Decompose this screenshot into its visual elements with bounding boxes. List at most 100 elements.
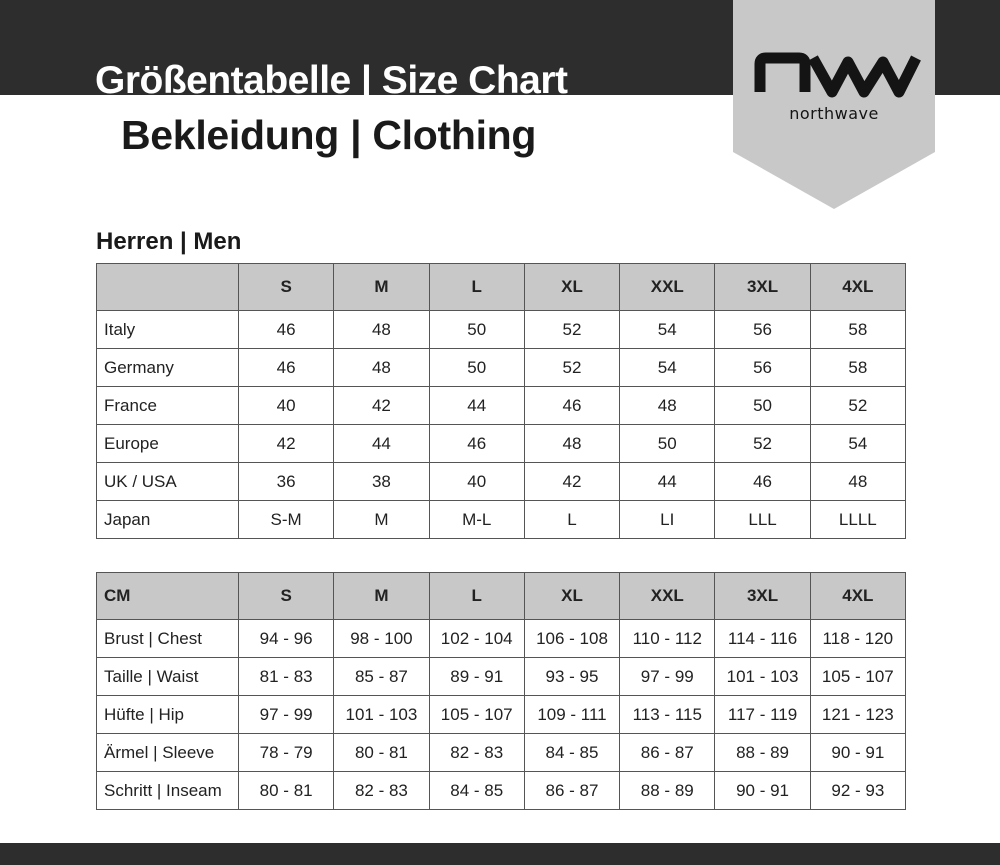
row-label: Germany <box>96 348 239 387</box>
table-row: Italy 46 48 50 52 54 56 58 <box>96 310 907 349</box>
table-cell: 38 <box>333 462 430 501</box>
table-cell: 118 - 120 <box>809 619 907 658</box>
logo-wordmark: northwave <box>789 104 879 123</box>
table-cell: 78 - 79 <box>237 733 335 772</box>
table-cell: 82 - 83 <box>333 771 430 810</box>
table-cell: 48 <box>523 424 621 463</box>
size-header: 3XL <box>714 263 811 311</box>
table-cell: 105 - 107 <box>809 657 907 696</box>
size-header: 4XL <box>809 263 907 311</box>
table-cell: 86 - 87 <box>523 771 621 810</box>
size-header: M <box>333 263 430 311</box>
corner-cell <box>96 263 239 311</box>
table-cell: 85 - 87 <box>333 657 430 696</box>
table-cell: 82 - 83 <box>428 733 525 772</box>
row-label: UK / USA <box>96 462 239 501</box>
table-cell: M-L <box>428 500 525 539</box>
table-cell: 109 - 111 <box>523 695 621 734</box>
table-cell: 36 <box>237 462 335 501</box>
row-label: France <box>96 386 239 425</box>
table-cell: 105 - 107 <box>428 695 525 734</box>
table-cell: 90 - 91 <box>809 733 907 772</box>
table-cell: S-M <box>237 500 335 539</box>
table-cell: 102 - 104 <box>428 619 525 658</box>
table-row: Hüfte | Hip 97 - 99 101 - 103 105 - 107 109 … <box>96 695 907 734</box>
table-cell: 92 - 93 <box>809 771 907 810</box>
table-cell: 48 <box>619 386 716 425</box>
table-cell: 90 - 91 <box>714 771 811 810</box>
table-cell: 46 <box>523 386 621 425</box>
size-header: XXL <box>619 572 716 620</box>
table-cell: 86 - 87 <box>619 733 716 772</box>
size-header: M <box>333 572 430 620</box>
table-cell: 50 <box>619 424 716 463</box>
table-cell: 54 <box>619 348 716 387</box>
table-row: Japan S-M M M-L L LI LLL LLLL <box>96 500 907 539</box>
row-label: Taille | Waist <box>96 657 239 696</box>
table-cell: 48 <box>333 310 430 349</box>
table-row: Taille | Waist 81 - 83 85 - 87 89 - 91 93 - … <box>96 657 907 696</box>
table-cell: 101 - 103 <box>714 657 811 696</box>
row-label: Italy <box>96 310 239 349</box>
table-cell: 48 <box>809 462 907 501</box>
page-title: Größentabelle | Size Chart <box>95 59 568 95</box>
table-cell: 46 <box>714 462 811 501</box>
corner-cell: CM <box>96 572 239 620</box>
table-cell: 42 <box>523 462 621 501</box>
table-cell: 52 <box>809 386 907 425</box>
table-cell: 94 - 96 <box>237 619 335 658</box>
table-cell: 44 <box>619 462 716 501</box>
table-cell: 52 <box>714 424 811 463</box>
table-cell: 44 <box>333 424 430 463</box>
table-cell: 40 <box>428 462 525 501</box>
table-cell: 40 <box>237 386 335 425</box>
size-header: 3XL <box>714 572 811 620</box>
table-row: Ärmel | Sleeve 78 - 79 80 - 81 82 - 83 84 - … <box>96 733 907 772</box>
table-cell: 50 <box>714 386 811 425</box>
size-header: L <box>428 572 525 620</box>
table-cell: 93 - 95 <box>523 657 621 696</box>
table-cell: 42 <box>333 386 430 425</box>
table-cell: 88 - 89 <box>714 733 811 772</box>
table-row: Brust | Chest 94 - 96 98 - 100 102 - 104 106… <box>96 619 907 658</box>
row-label: Brust | Chest <box>96 619 239 658</box>
size-header: XXL <box>619 263 716 311</box>
size-header: S <box>237 572 335 620</box>
table-cell: 89 - 91 <box>428 657 525 696</box>
table-cell: 114 - 116 <box>714 619 811 658</box>
table-cell: 46 <box>428 424 525 463</box>
size-header: L <box>428 263 525 311</box>
section-title: Herren | Men <box>96 228 242 255</box>
table-cell: 56 <box>714 348 811 387</box>
table-cell: 106 - 108 <box>523 619 621 658</box>
table-row: Europe 42 44 46 48 50 52 54 <box>96 424 907 463</box>
size-header: XL <box>523 263 621 311</box>
table-cell: 110 - 112 <box>619 619 716 658</box>
table-row: Schritt | Inseam 80 - 81 82 - 83 84 - 85 86 … <box>96 771 907 810</box>
table-cell: 81 - 83 <box>237 657 335 696</box>
table-cell: 56 <box>714 310 811 349</box>
table-row: Germany 46 48 50 52 54 56 58 <box>96 348 907 387</box>
table-cell: 80 - 81 <box>237 771 335 810</box>
table-cell: 80 - 81 <box>333 733 430 772</box>
table-cell: 58 <box>809 348 907 387</box>
table-cell: 97 - 99 <box>237 695 335 734</box>
measurements-cm-table: CM S M L XL XXL 3XL 4XL Brust | Chest 94 - 96 98 -… <box>96 572 907 810</box>
size-header: 4XL <box>809 572 907 620</box>
table-cell: 46 <box>237 310 335 349</box>
header-row: S M L XL XXL 3XL 4XL <box>96 263 907 311</box>
table-cell: 46 <box>237 348 335 387</box>
header-row: CM S M L XL XXL 3XL 4XL <box>96 572 907 620</box>
size-conversion-table: S M L XL XXL 3XL 4XL Italy 46 48 50 52 54 56 58 Germany… <box>96 263 907 539</box>
table-cell: 98 - 100 <box>333 619 430 658</box>
size-header: S <box>237 263 335 311</box>
row-label: Ärmel | Sleeve <box>96 733 239 772</box>
logo-banner <box>733 0 935 209</box>
page-subtitle: Bekleidung | Clothing <box>121 112 537 158</box>
row-label: Europe <box>96 424 239 463</box>
table-cell: 117 - 119 <box>714 695 811 734</box>
northwave-logo: northwave <box>733 0 935 209</box>
table-cell: 58 <box>809 310 907 349</box>
table-cell: 84 - 85 <box>428 771 525 810</box>
row-label: Hüfte | Hip <box>96 695 239 734</box>
